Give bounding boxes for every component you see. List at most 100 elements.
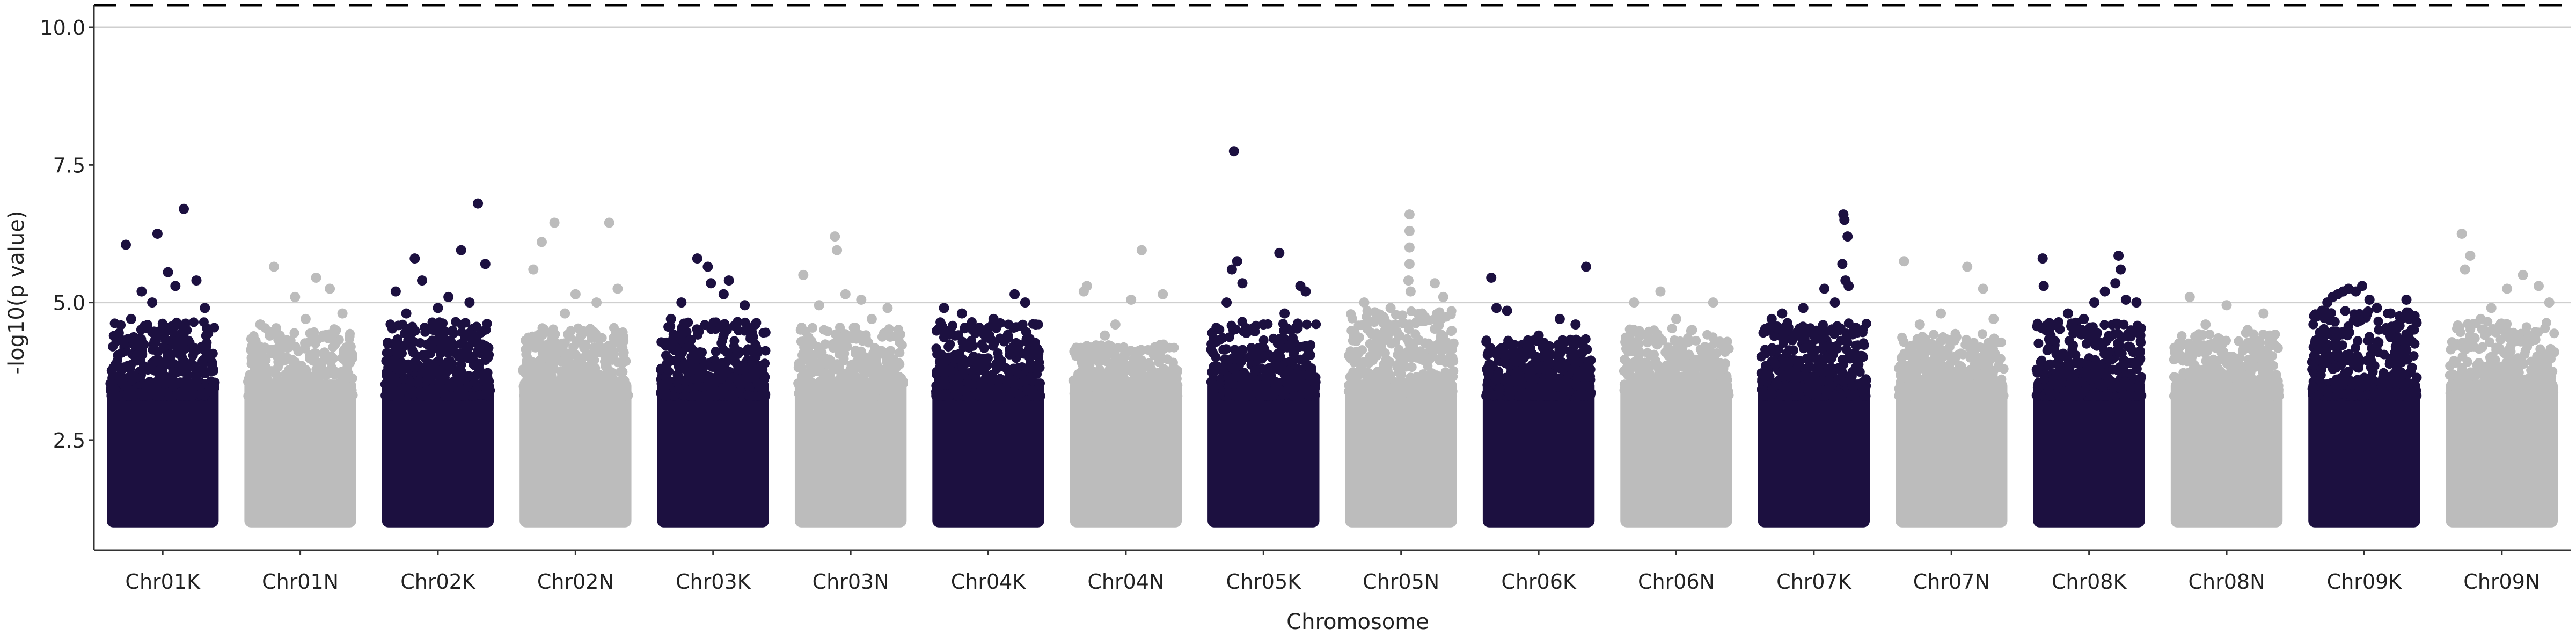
top-hit-point — [1570, 319, 1581, 330]
data-point — [1009, 365, 1020, 376]
data-point — [179, 325, 189, 334]
data-point — [434, 356, 444, 366]
data-point — [407, 345, 418, 355]
data-point — [1311, 319, 1321, 330]
dense-point-band — [107, 379, 219, 528]
data-point — [421, 323, 431, 333]
data-point — [208, 383, 218, 393]
data-point — [1556, 382, 1566, 392]
data-point — [482, 372, 493, 383]
data-point — [116, 348, 127, 358]
data-point — [134, 341, 144, 352]
data-point — [546, 335, 557, 345]
top-hit-point — [433, 303, 443, 313]
data-point — [1305, 350, 1315, 360]
data-point — [676, 335, 686, 345]
data-point — [300, 338, 310, 348]
data-point — [810, 390, 821, 400]
data-point — [882, 357, 892, 367]
data-point — [1401, 362, 1411, 372]
top-hit-point — [480, 259, 491, 269]
data-point — [796, 363, 807, 373]
data-point — [321, 330, 331, 340]
data-point — [1276, 386, 1286, 396]
data-point — [273, 343, 283, 353]
data-point — [207, 357, 217, 368]
data-point — [518, 364, 528, 375]
top-hit-point — [1030, 319, 1041, 330]
data-point — [162, 372, 172, 382]
data-point — [1481, 335, 1491, 346]
data-point — [1440, 369, 1451, 379]
data-point — [259, 384, 269, 394]
data-point — [1357, 383, 1367, 393]
data-point — [321, 370, 331, 380]
data-point — [442, 360, 452, 370]
top-hit-point — [882, 303, 893, 313]
data-point — [329, 366, 339, 376]
top-hit-point — [191, 275, 202, 286]
top-hit-point — [1404, 225, 1415, 236]
dense-point-band — [932, 379, 1044, 528]
data-point — [177, 353, 187, 362]
data-point — [748, 345, 758, 355]
top-hit-point — [591, 297, 602, 308]
data-point — [830, 376, 840, 386]
threshold-lines — [94, 4, 2571, 304]
data-point — [735, 364, 745, 375]
data-point — [1230, 354, 1240, 364]
data-point — [293, 346, 303, 356]
data-point — [311, 364, 321, 375]
data-point — [1375, 334, 1385, 345]
data-point — [674, 383, 684, 393]
data-point — [1503, 335, 1513, 346]
data-point — [1236, 382, 1246, 391]
data-point — [168, 327, 178, 338]
data-point — [414, 388, 424, 398]
data-point — [136, 334, 147, 344]
data-point — [895, 348, 905, 358]
data-point — [1434, 382, 1444, 391]
data-point — [1580, 334, 1591, 344]
top-hit-point — [676, 297, 687, 308]
data-point — [431, 326, 442, 336]
data-point — [853, 391, 863, 401]
data-point — [383, 339, 393, 349]
data-point — [885, 370, 895, 380]
top-hit-point — [390, 286, 401, 297]
top-hit-point — [612, 283, 623, 294]
data-point — [466, 332, 476, 342]
data-point — [176, 364, 186, 374]
data-point — [1155, 340, 1165, 350]
data-point — [1086, 356, 1096, 367]
data-point — [980, 355, 991, 365]
data-point — [942, 330, 952, 339]
top-hit-point — [665, 313, 676, 324]
top-hit-point — [409, 253, 420, 264]
data-point — [1545, 372, 1555, 383]
data-point — [1117, 390, 1128, 400]
top-hit-point — [1430, 278, 1440, 289]
data-point — [581, 350, 591, 361]
data-point — [985, 331, 995, 340]
top-hit-point — [1158, 289, 1168, 299]
data-point — [1375, 347, 1385, 357]
data-point — [656, 389, 667, 399]
top-hit-point — [147, 297, 158, 308]
data-point — [347, 374, 357, 384]
data-point — [743, 390, 753, 400]
data-point — [309, 380, 319, 390]
data-point — [677, 323, 687, 333]
data-point — [1482, 350, 1492, 360]
data-point — [243, 391, 253, 401]
data-point — [310, 339, 320, 349]
data-point — [1237, 317, 1247, 327]
data-point — [1156, 382, 1166, 392]
data-point — [153, 387, 163, 397]
top-hit-point — [1359, 297, 1370, 308]
data-point — [114, 371, 124, 382]
top-hit-point — [1126, 295, 1137, 305]
data-point — [1248, 323, 1257, 333]
data-point — [1574, 390, 1584, 400]
